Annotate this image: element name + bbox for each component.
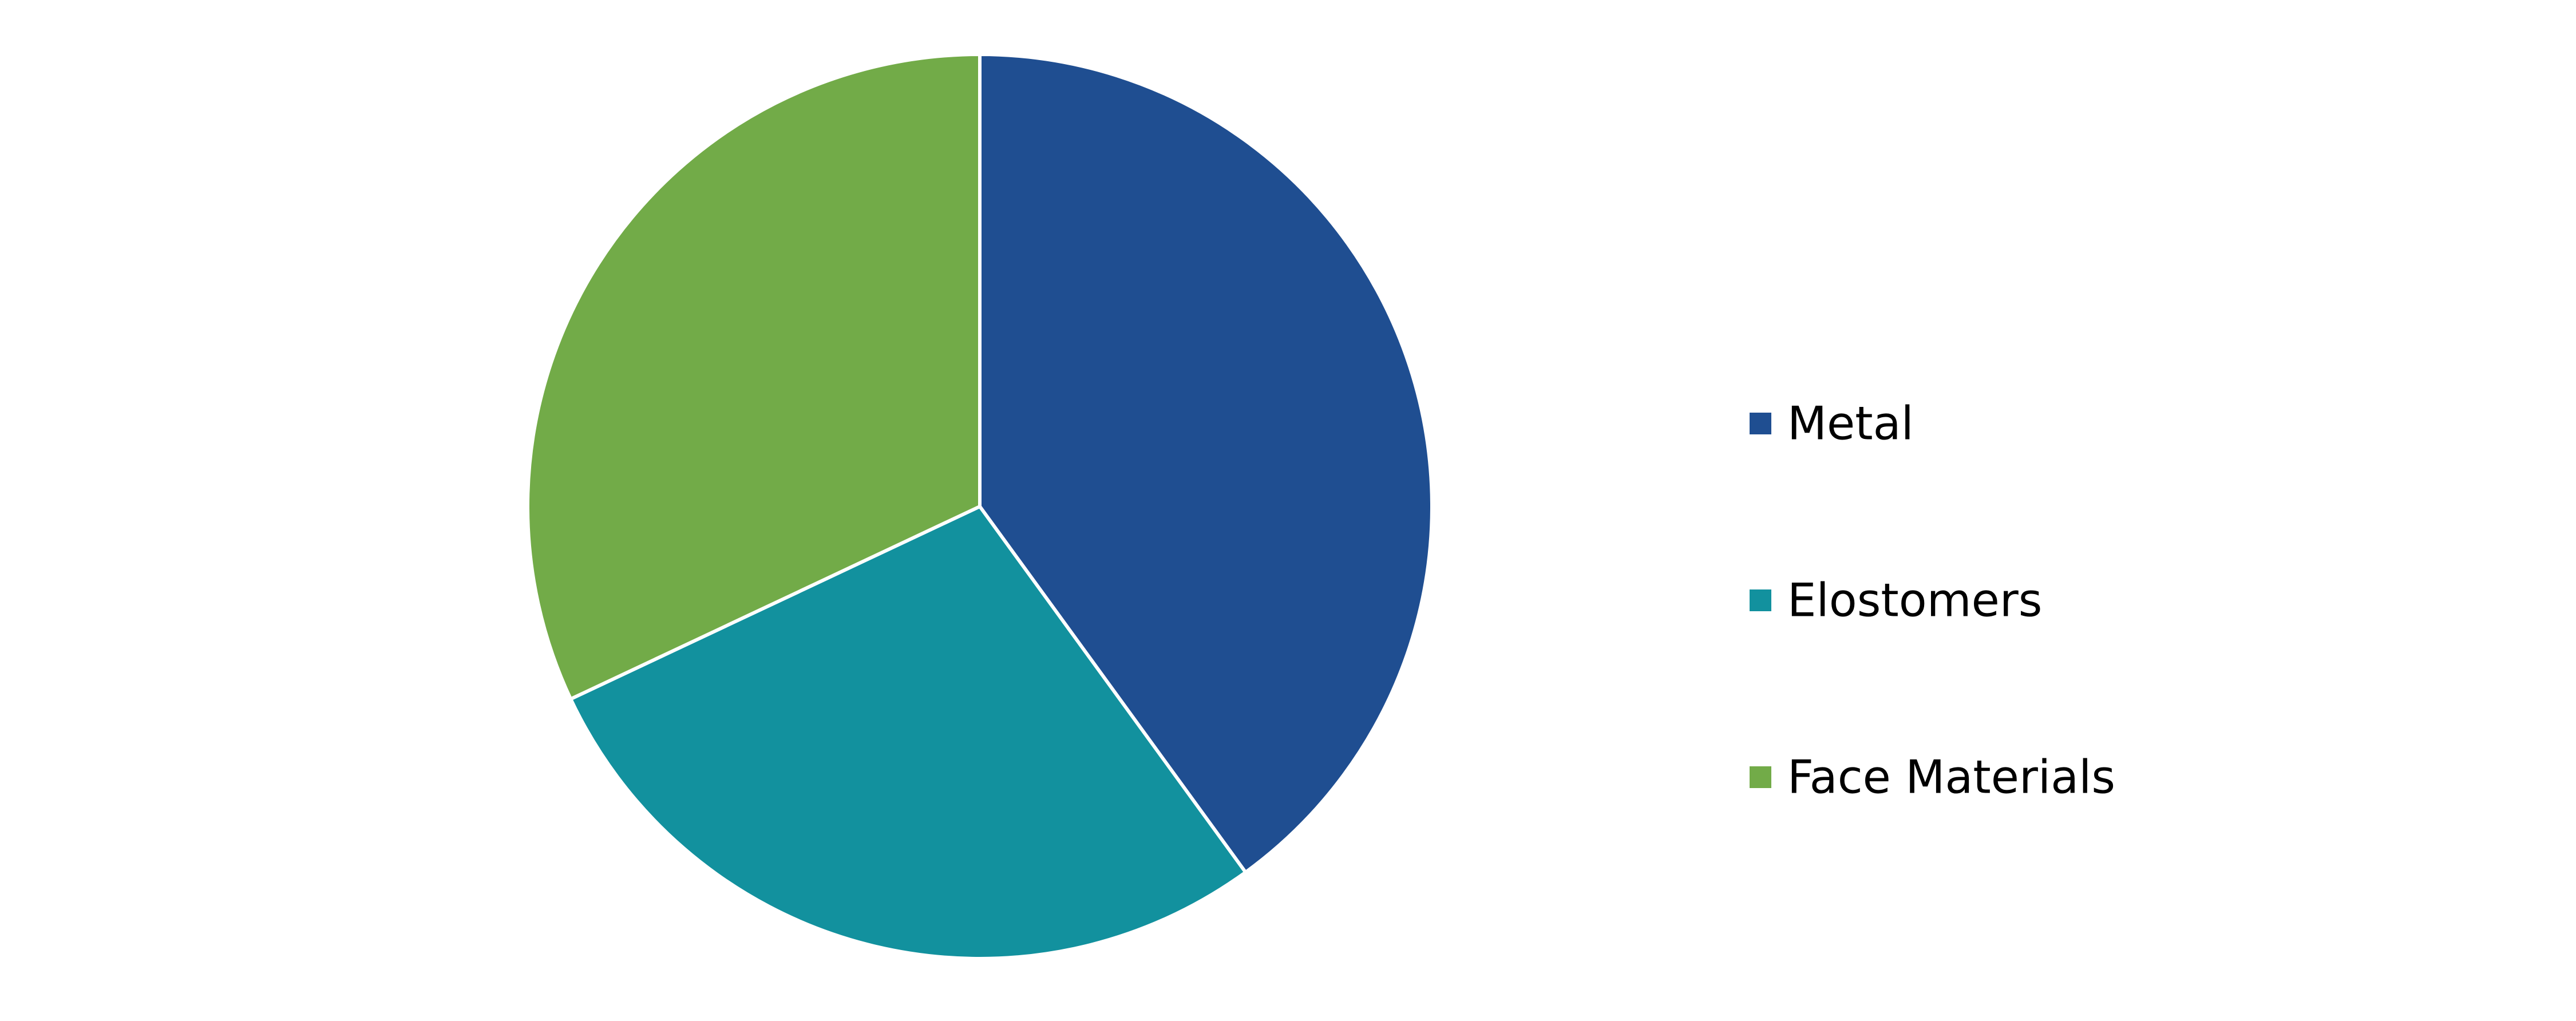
legend-label-face-materials: Face Materials [1787, 751, 2115, 804]
pie-slice-face-materials [526, 53, 982, 701]
pie-slice-elostomers [569, 505, 1248, 960]
legend-item-face-materials: Face Materials [1750, 751, 2115, 804]
legend-item-elostomers: Elostomers [1750, 574, 2042, 627]
legend-swatch-elostomers [1750, 589, 1771, 611]
legend-label-metal: Metal [1787, 397, 1914, 450]
legend-label-elostomers: Elostomers [1787, 574, 2042, 627]
pie-slice-metal [978, 53, 1434, 874]
legend-swatch-face-materials [1750, 766, 1771, 788]
pie-slices [526, 53, 1434, 960]
legend-item-metal: Metal [1750, 397, 1914, 450]
legend: Metal Elostomers Face Materials [1750, 397, 2115, 804]
legend-swatch-metal [1750, 413, 1771, 434]
